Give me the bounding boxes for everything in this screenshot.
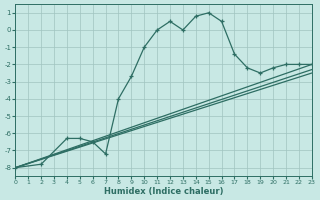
X-axis label: Humidex (Indice chaleur): Humidex (Indice chaleur): [104, 187, 223, 196]
